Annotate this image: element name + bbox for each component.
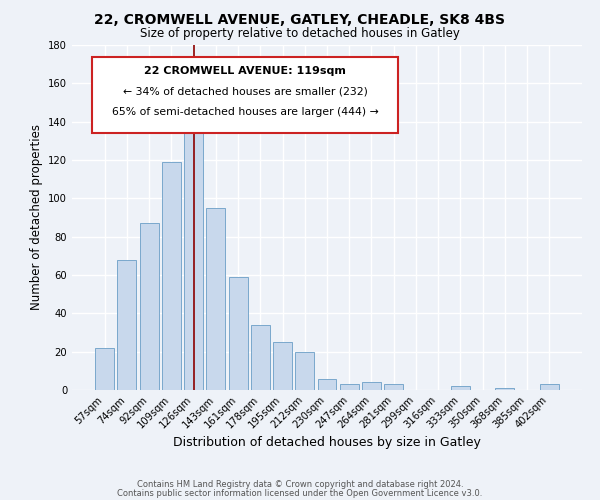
Bar [251,325,270,390]
Y-axis label: Number of detached properties: Number of detached properties [29,124,43,310]
Text: 22, CROMWELL AVENUE, GATLEY, CHEADLE, SK8 4BS: 22, CROMWELL AVENUE, GATLEY, CHEADLE, SK… [95,12,505,26]
Bar [184,122,203,390]
Text: ← 34% of detached houses are smaller (232): ← 34% of detached houses are smaller (23… [123,86,368,97]
Text: Contains HM Land Registry data © Crown copyright and database right 2024.: Contains HM Land Registry data © Crown c… [137,480,463,489]
Bar [384,384,403,390]
Text: 22 CROMWELL AVENUE: 119sqm: 22 CROMWELL AVENUE: 119sqm [145,66,346,76]
Bar [295,352,314,390]
Bar [140,223,158,390]
Bar [229,277,248,390]
Bar [162,162,181,390]
Bar [451,386,470,390]
Bar [540,384,559,390]
Bar [95,348,114,390]
Text: Contains public sector information licensed under the Open Government Licence v3: Contains public sector information licen… [118,490,482,498]
FancyBboxPatch shape [92,57,398,133]
Text: Size of property relative to detached houses in Gatley: Size of property relative to detached ho… [140,28,460,40]
Bar [273,342,292,390]
Bar [340,384,359,390]
Bar [317,378,337,390]
X-axis label: Distribution of detached houses by size in Gatley: Distribution of detached houses by size … [173,436,481,449]
Bar [362,382,381,390]
Bar [496,388,514,390]
Bar [206,208,225,390]
Text: 65% of semi-detached houses are larger (444) →: 65% of semi-detached houses are larger (… [112,107,379,117]
Bar [118,260,136,390]
